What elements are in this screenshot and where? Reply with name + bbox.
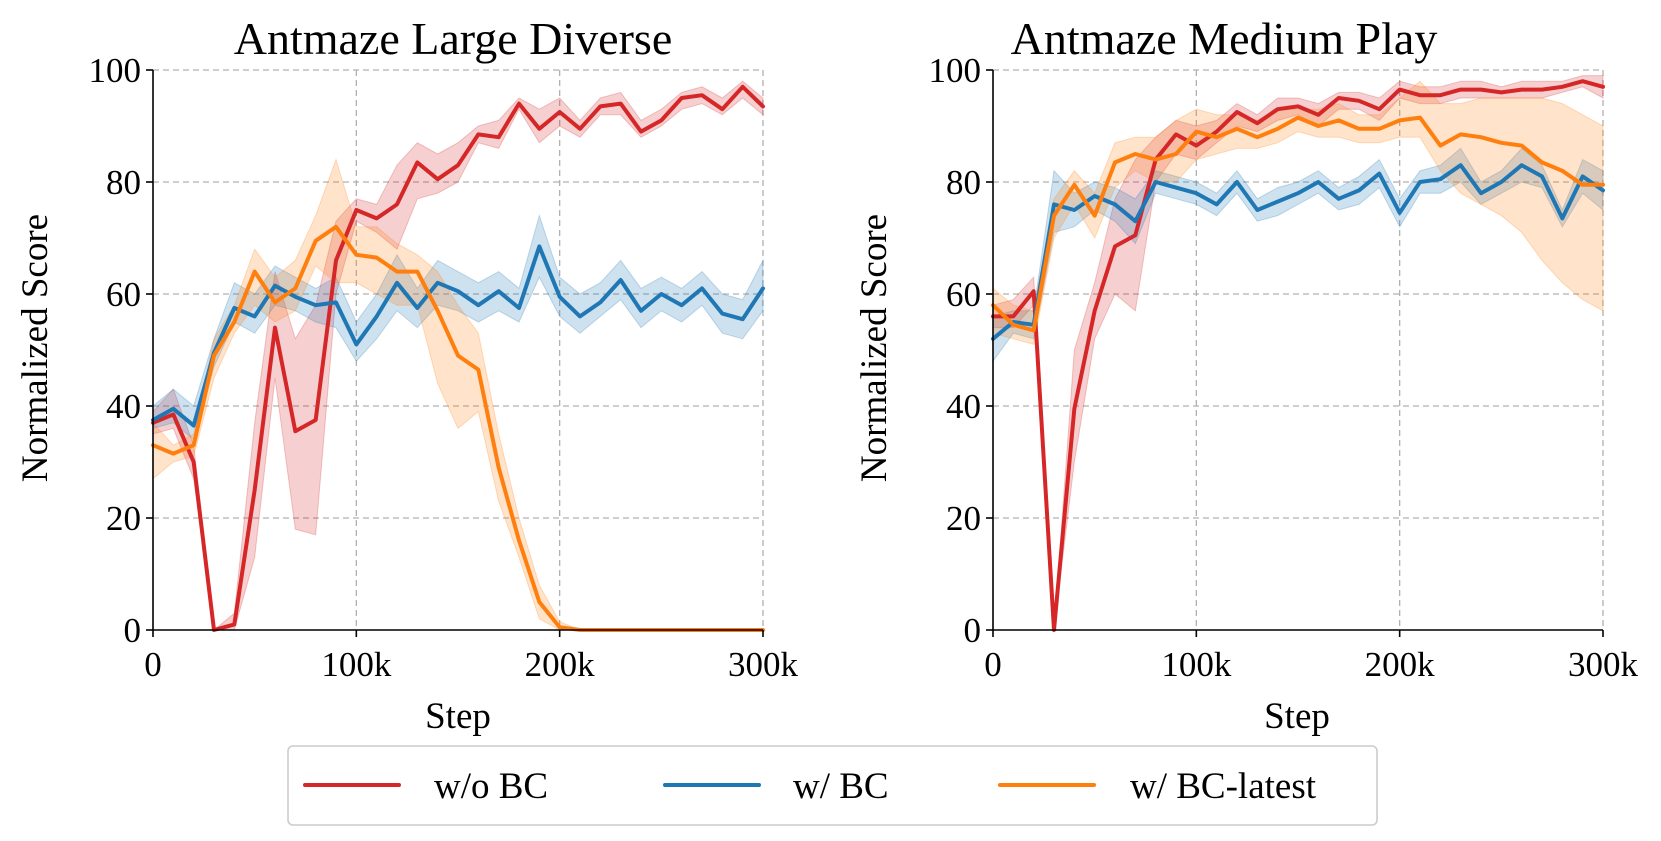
legend-label-wo-bc: w/o BC [434,766,548,807]
x-tick-label: 200k [525,645,596,684]
chart-title: Antmaze Large Diverse [234,13,673,64]
legend-label-w-bc-latest: w/ BC-latest [1130,766,1317,807]
y-axis-label: Normalized Score [854,214,895,482]
x-tick-label: 100k [1161,645,1232,684]
y-tick-label: 40 [946,387,981,426]
axes-spines [152,70,763,631]
chart-title: Antmaze Medium Play [1011,13,1438,64]
band-w-o-bc [992,75,1604,631]
series-line-w-bc [991,163,1605,341]
y-tick-label: 60 [106,275,141,314]
x-tick-label: 100k [321,645,392,684]
panel-antmaze-large-diverse: Antmaze Large Diverse Step Normalized Sc… [15,13,799,737]
y-tick-label: 0 [124,611,142,650]
series-line-w-o-bc [151,84,765,632]
y-tick-label: 20 [946,499,981,538]
y-axis-label: Normalized Score [15,214,56,482]
legend-frame [287,745,1378,826]
grid [153,69,764,630]
legend-item-w-bc: w/ BC [663,766,889,807]
legend-label-w-bc: w/ BC [793,766,889,807]
band-w-bc [152,213,764,441]
legend-item-wo-bc: w/o BC [303,766,548,807]
y-tick-label: 40 [106,387,141,426]
axes-spines [992,70,1603,631]
grid [993,69,1604,630]
band-w-o-bc [152,80,764,631]
y-tick-label: 20 [106,499,141,538]
band-w-bc-latest [992,80,1604,346]
panel-antmaze-medium-play: Antmaze Medium Play Step Normalized Scor… [854,13,1639,737]
y-tick-label: 80 [106,163,141,202]
y-tick-label: 80 [946,163,981,202]
x-axis-label: Step [1264,696,1330,737]
legend-item-w-bc-latest: w/ BC-latest [998,766,1317,807]
axis-ticks: 0 20 40 60 80 100 0 100k 200k 300k [929,51,1639,684]
x-tick-label: 300k [728,645,799,684]
y-tick-label: 100 [929,51,982,90]
axis-ticks: 0 20 40 60 80 100 0 100k 200k 300k [89,51,799,684]
legend: w/o BC w/ BC w/ BC-latest [287,745,1378,826]
series-line-w-o-bc [991,79,1605,632]
y-tick-label: 0 [964,611,982,650]
y-tick-label: 60 [946,275,981,314]
series-line-w-bc [151,244,765,428]
x-tick-label: 300k [1568,645,1639,684]
series-lines [991,79,1605,632]
x-axis-label: Step [425,696,491,737]
x-tick-label: 0 [144,645,162,684]
x-tick-label: 0 [984,645,1002,684]
series-line-w-bc-latest [991,115,1605,333]
x-tick-label: 200k [1365,645,1436,684]
y-tick-label: 100 [89,51,142,90]
